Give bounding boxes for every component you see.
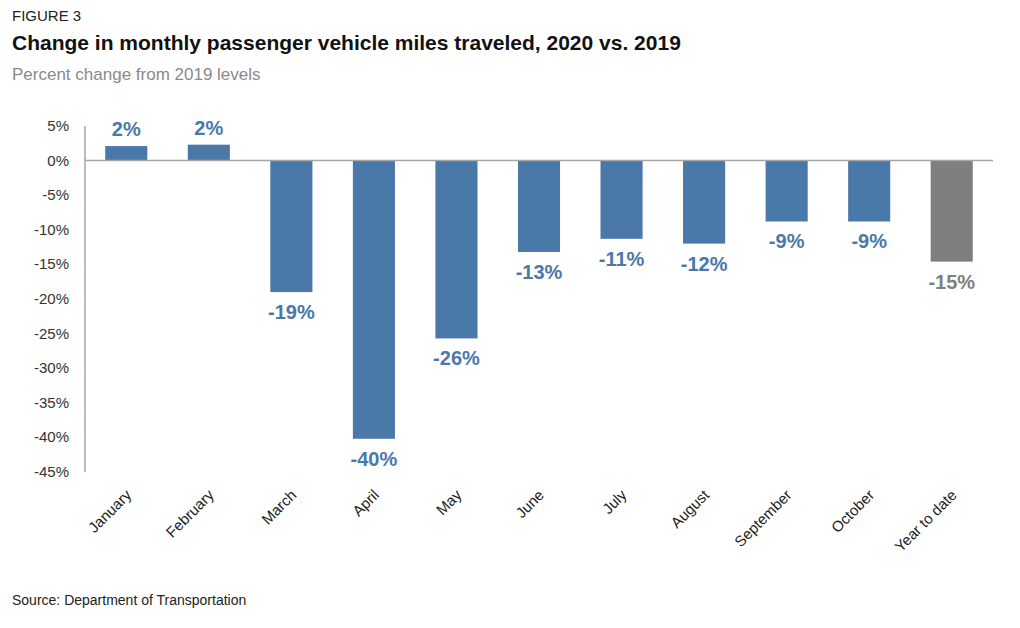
bar (105, 146, 147, 161)
data-label: -12% (681, 253, 728, 275)
y-tick-label: -35% (34, 394, 69, 411)
chart-root: FIGURE 3 Change in monthly passenger vehi… (0, 0, 1020, 628)
data-label: -9% (851, 230, 887, 252)
y-axis (84, 126, 86, 472)
x-tick-label: February (162, 486, 217, 541)
bar (188, 145, 230, 161)
x-tick-label: January (85, 486, 135, 536)
title: Change in monthly passenger vehicle mile… (12, 31, 681, 54)
x-tick-label: October (828, 486, 878, 536)
data-label: -11% (599, 248, 645, 270)
bar (600, 161, 642, 239)
data-label: -9% (769, 230, 805, 252)
zero-line (85, 160, 993, 162)
y-tick-label: -5% (42, 186, 69, 203)
subtitle: Percent change from 2019 levels (12, 65, 261, 84)
data-label: 2% (112, 118, 141, 140)
y-tick-label: -45% (34, 463, 69, 480)
bar (683, 161, 725, 244)
y-tick-label: 0% (47, 152, 69, 169)
data-label: -26% (433, 347, 480, 369)
y-tick-label: -15% (34, 255, 69, 272)
bar (353, 161, 395, 439)
data-label: -19% (268, 301, 315, 323)
source: Source: Department of Transportation (12, 592, 246, 608)
x-tick-label: March (258, 486, 299, 527)
data-label: -13% (516, 261, 563, 283)
data-label: 2% (194, 117, 223, 139)
bar (766, 161, 808, 222)
data-label: -15% (928, 271, 975, 293)
bar (270, 161, 312, 292)
y-tick-label: -20% (34, 290, 69, 307)
data-label: -40% (351, 448, 398, 470)
bar (931, 161, 973, 262)
figure-label: FIGURE 3 (12, 7, 81, 24)
x-tick-label: July (599, 486, 630, 517)
bar (435, 161, 477, 339)
bar (848, 161, 890, 222)
x-tick-label: Year to date (891, 486, 960, 555)
bars (105, 145, 973, 439)
y-tick-label: -30% (34, 359, 69, 376)
y-tick-label: -40% (34, 428, 69, 445)
chart: FIGURE 3 Change in monthly passenger vehi… (0, 0, 1020, 628)
y-tick-label: 5% (47, 117, 69, 134)
x-tick-label: April (349, 486, 382, 519)
y-tick-label: -10% (34, 221, 69, 238)
x-tick-label: August (667, 486, 713, 532)
x-tick-label: September (731, 486, 795, 550)
bar (518, 161, 560, 252)
y-tick-label: -25% (34, 325, 69, 342)
x-tick-label: May (433, 486, 465, 518)
x-tick-label: June (512, 486, 547, 521)
